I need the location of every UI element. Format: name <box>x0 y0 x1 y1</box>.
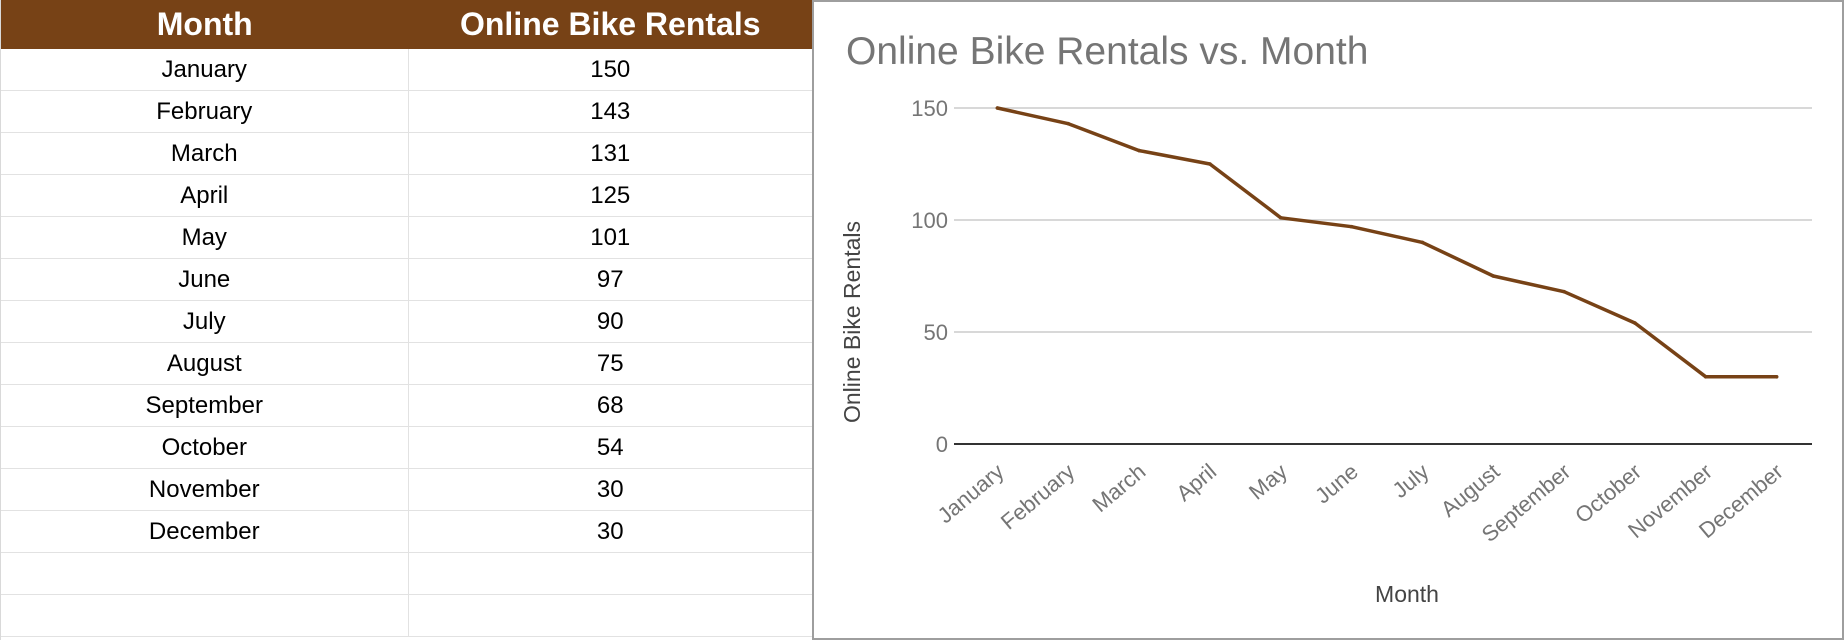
table-row <box>1 552 813 595</box>
cell-rentals[interactable]: 75 <box>596 349 624 377</box>
x-tick-label: February <box>996 459 1080 535</box>
table-row <box>1 594 813 637</box>
data-point <box>1349 224 1354 229</box>
data-point <box>995 106 1000 110</box>
data-point <box>1420 240 1425 245</box>
cell-rentals[interactable]: 131 <box>590 139 631 167</box>
table-row: October 54 <box>1 426 812 469</box>
cell-month[interactable]: March <box>1 132 409 175</box>
y-axis-label: Online Bike Rentals <box>839 221 865 423</box>
cell-month[interactable]: September <box>1 384 409 427</box>
series-line <box>995 106 1779 379</box>
cell-rentals[interactable]: 54 <box>596 433 624 461</box>
cell-month[interactable]: April <box>1 174 409 217</box>
header-online-bike-rentals[interactable]: Online Bike Rentals <box>459 6 761 42</box>
cell-rentals[interactable]: 68 <box>596 391 624 419</box>
data-table: Month Online Bike Rentals January 150 Febr… <box>0 0 812 640</box>
table-row: February 143 <box>1 90 812 133</box>
cell-month[interactable] <box>1 594 409 637</box>
data-point <box>1633 321 1637 325</box>
data-point <box>1774 375 1779 379</box>
table-row: September 68 <box>1 384 812 427</box>
data-point <box>1208 162 1212 166</box>
cell-month[interactable]: December <box>1 510 409 553</box>
table-row: December 30 <box>1 510 812 553</box>
cell-month[interactable]: May <box>1 216 409 259</box>
y-tick-label: 50 <box>924 320 948 345</box>
x-tick-label: May <box>1244 459 1292 505</box>
y-tick-label: 100 <box>911 208 948 233</box>
cell-rentals[interactable]: 30 <box>596 517 624 545</box>
table-row: April 125 <box>1 174 812 217</box>
cell-rentals[interactable]: 90 <box>596 307 624 335</box>
y-tick-label: 0 <box>936 432 948 457</box>
x-axis-label: Month <box>1375 581 1439 607</box>
cell-rentals[interactable]: 143 <box>590 97 631 125</box>
data-point <box>1703 375 1708 379</box>
cell-rentals[interactable] <box>409 553 813 595</box>
cell-rentals[interactable]: 30 <box>596 475 624 503</box>
cell-month[interactable]: June <box>1 258 409 301</box>
cell-month[interactable]: November <box>1 468 409 511</box>
table-row: August 75 <box>1 342 812 385</box>
data-point <box>1066 121 1071 126</box>
cell-month[interactable]: July <box>1 300 409 343</box>
table-body: January 150 February 143 March 131 April 125 May… <box>1 48 813 637</box>
cell-rentals[interactable]: 125 <box>590 181 631 209</box>
cell-rentals[interactable]: 101 <box>590 223 631 251</box>
cell-month[interactable]: October <box>1 426 409 469</box>
table-row: May 101 <box>1 216 812 259</box>
chart-panel[interactable]: Online Bike Rentals vs. Month 0 50 100 150 J… <box>812 0 1844 640</box>
x-tick-label: July <box>1388 459 1434 503</box>
table-row: March 131 <box>1 132 812 175</box>
cell-month[interactable]: February <box>1 90 409 133</box>
table-row: January 150 <box>1 48 812 91</box>
table-row: November 30 <box>1 468 812 511</box>
cell-rentals[interactable]: 97 <box>596 265 624 293</box>
table-header-row: Month Online Bike Rentals <box>1 0 812 49</box>
header-month[interactable]: Month <box>156 6 253 42</box>
x-tick-label: April <box>1171 459 1221 506</box>
data-point <box>1562 289 1566 294</box>
table-row: June 97 <box>1 258 812 301</box>
x-tick-label: June <box>1310 459 1363 509</box>
cell-month[interactable]: January <box>1 48 409 91</box>
x-tick-label: March <box>1087 459 1150 517</box>
cell-month[interactable]: August <box>1 342 409 385</box>
cell-rentals[interactable]: 150 <box>590 55 631 83</box>
data-point <box>1137 148 1141 153</box>
y-tick-label: 150 <box>911 96 948 121</box>
cell-month[interactable] <box>1 552 409 595</box>
table-row: July 90 <box>1 300 812 343</box>
chart-title: Online Bike Rentals vs. Month <box>846 30 1369 73</box>
data-point <box>1278 215 1283 220</box>
cell-rentals[interactable] <box>409 595 813 637</box>
data-point <box>1491 274 1496 278</box>
